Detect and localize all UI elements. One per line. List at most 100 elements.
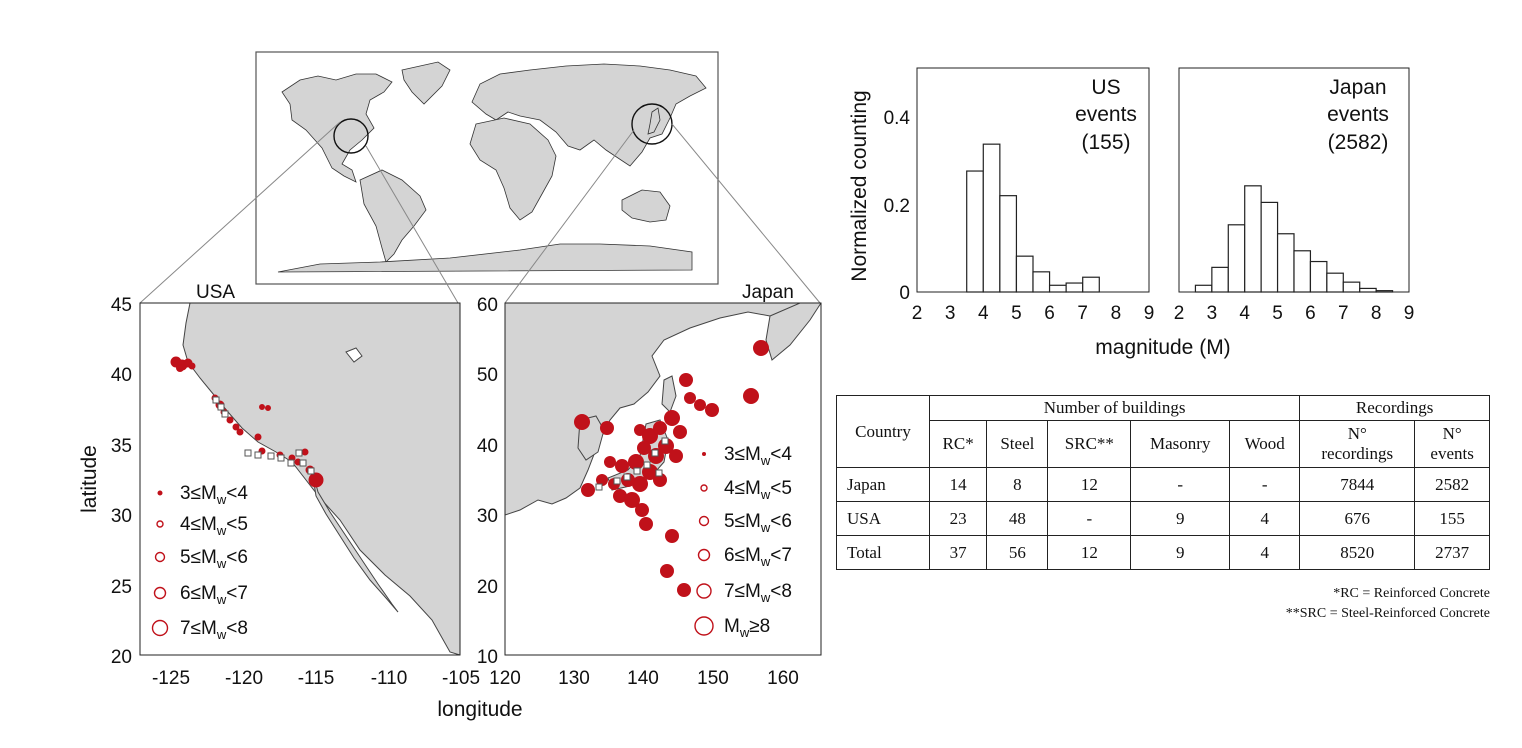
usa-legend-label: 7≤Mw<8	[180, 618, 248, 642]
japan-x-tick-label: 150	[697, 668, 729, 689]
histogram-x-axis-label: magnitude (M)	[1095, 336, 1230, 359]
table-header-country: Country	[836, 395, 930, 468]
buildings-table: Country Number of buildings Recordings R…	[836, 395, 1490, 570]
table-cell: 7844	[1299, 467, 1416, 502]
japan-station-marker	[613, 477, 621, 485]
table-subheader: Steel	[986, 420, 1049, 468]
usa-event-marker	[308, 472, 324, 488]
usa-event-marker	[265, 405, 271, 411]
world-land-greenland	[401, 61, 451, 105]
japan-legend-marker	[694, 616, 714, 636]
japan-event-marker	[673, 425, 687, 439]
world-land-australia	[621, 189, 671, 223]
us-histogram-x-tick-label: 5	[1011, 303, 1022, 324]
japan-event-marker	[664, 410, 680, 426]
usa-event-marker	[176, 364, 184, 372]
japan-histogram-annotation: Japan	[1329, 76, 1386, 99]
us-histogram-bar	[1015, 255, 1034, 293]
japan-histogram-bar	[1293, 250, 1312, 293]
japan-event-marker	[635, 503, 649, 517]
usa-event-marker	[236, 428, 244, 436]
japan-event-marker	[632, 476, 648, 492]
table-cell: 8520	[1299, 535, 1416, 570]
world-land-africa	[469, 117, 557, 221]
japan-event-marker	[660, 564, 674, 578]
usa-y-tick-label: 40	[111, 365, 132, 386]
table-header-row: Country Number of buildings Recordings	[836, 395, 1490, 468]
table-cell: 56	[986, 535, 1049, 570]
japan-x-axis: 120 130 140 150 160	[489, 668, 799, 689]
usa-legend-marker	[157, 490, 163, 496]
table-subheader-line: N°	[1442, 424, 1462, 443]
japan-legend-label: 3≤Mw<4	[724, 444, 792, 468]
japan-x-tick-label: 160	[767, 668, 799, 689]
table-header-buildings: Number of buildings	[928, 395, 1301, 421]
japan-histogram-x-tick-label: 8	[1371, 303, 1382, 324]
usa-station-marker	[254, 451, 262, 459]
usa-event-marker	[259, 404, 265, 410]
us-histogram-annotation: (155)	[1081, 131, 1130, 154]
japan-legend-label: 4≤Mw<5	[724, 478, 792, 502]
table-cell: 37	[928, 535, 988, 570]
table-cell: -	[1130, 467, 1231, 502]
usa-event-marker	[226, 416, 234, 424]
japan-legend-marker	[702, 452, 706, 456]
japan-y-tick-label: 40	[477, 436, 498, 457]
table-subheader: N° events	[1414, 420, 1490, 468]
table-notes: *RC = Reinforced Concrete **SRC = Steel-…	[836, 584, 1490, 624]
us-histogram-x-tick-label: 4	[978, 303, 989, 324]
japan-histogram-bar	[1342, 281, 1361, 293]
usa-y-axis: 45 40 35 30 25 20	[111, 295, 132, 668]
japan-event-marker	[677, 583, 691, 597]
japan-histogram-x-tick-label: 7	[1338, 303, 1349, 324]
table-cell: 23	[928, 501, 988, 536]
japan-y-tick-label: 20	[477, 577, 498, 598]
histogram-y-axis-label: Normalized counting	[848, 90, 871, 281]
usa-leader-line-right	[365, 145, 459, 304]
table-subheader: Wood	[1229, 420, 1301, 468]
usa-station-marker	[295, 449, 303, 457]
japan-histogram-x-tick-label: 9	[1404, 303, 1415, 324]
table-cell: 4	[1229, 501, 1301, 536]
table-cell: USA	[836, 501, 930, 536]
japan-station-marker	[651, 449, 659, 457]
japan-histogram-x-tick-label: 6	[1305, 303, 1316, 324]
usa-y-tick-label: 20	[111, 647, 132, 668]
japan-event-marker	[669, 449, 683, 463]
japan-leader-line-right	[671, 123, 821, 304]
japan-event-marker	[679, 373, 693, 387]
table-cell: 12	[1047, 467, 1132, 502]
usa-station-marker	[299, 459, 307, 467]
us-histogram-bar	[1048, 284, 1067, 293]
japan-event-marker	[753, 340, 769, 356]
japan-event-marker	[694, 399, 706, 411]
japan-event-marker	[653, 421, 667, 435]
japan-histogram-annotation: events	[1327, 103, 1389, 126]
japan-event-marker	[600, 421, 614, 435]
japan-legend-label: 5≤Mw<6	[724, 511, 792, 535]
world-land-north-america	[281, 73, 393, 183]
usa-legend-marker	[156, 520, 164, 528]
table-cell: 12	[1047, 535, 1132, 570]
japan-event-marker	[581, 483, 595, 497]
us-histogram-x-tick-label: 3	[945, 303, 956, 324]
usa-station-marker	[217, 403, 225, 411]
table-row: Total 37 56 12 9 4 8520 2737	[836, 535, 1490, 570]
us-histogram-bar	[999, 195, 1018, 293]
japan-map-islands	[661, 375, 677, 413]
table-cell: -	[1229, 467, 1301, 502]
japan-map: Japan 60 50 40 30 20 10 120 130 140 150 …	[477, 282, 822, 689]
japan-x-tick-label: 130	[558, 668, 590, 689]
japan-legend-marker	[697, 548, 711, 562]
japan-histogram-x-tick-label: 3	[1207, 303, 1218, 324]
usa-lake	[345, 347, 363, 363]
usa-x-tick-label: -120	[225, 668, 263, 689]
usa-legend-label: 4≤Mw<5	[180, 514, 248, 538]
table-cell: 9	[1130, 535, 1231, 570]
japan-x-tick-label: 120	[489, 668, 521, 689]
usa-station-marker	[287, 459, 295, 467]
us-histogram-y-tick-label: 0.4	[884, 108, 911, 129]
table-subheader: Masonry	[1130, 420, 1231, 468]
japan-y-tick-label: 60	[477, 295, 498, 316]
usa-event-marker	[254, 433, 262, 441]
